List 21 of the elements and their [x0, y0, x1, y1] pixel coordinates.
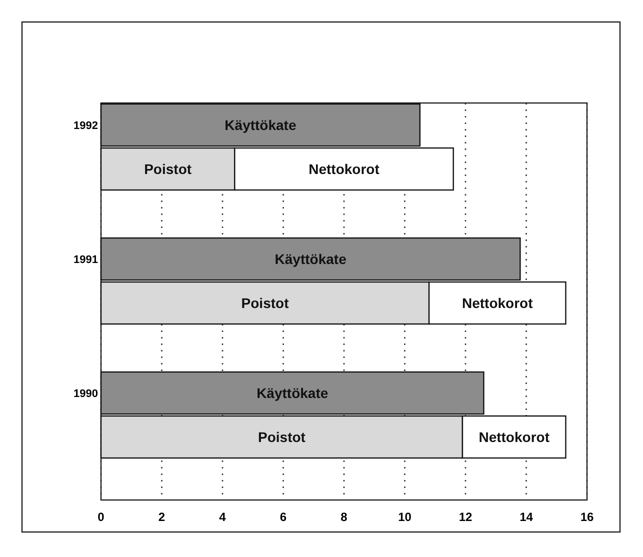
- series-label: Käyttökate: [224, 117, 296, 133]
- x-tick-label: 16: [580, 510, 594, 524]
- x-tick-label: 0: [98, 510, 105, 524]
- x-tick-label: 6: [280, 510, 287, 524]
- y-tick-label: 1990: [74, 388, 98, 400]
- y-tick-label: 1991: [74, 254, 98, 266]
- y-tick-label: 1992: [74, 120, 98, 132]
- x-tick-label: 10: [398, 510, 412, 524]
- x-tick-label: 4: [219, 510, 226, 524]
- text: Poistot: [258, 429, 306, 445]
- series-label: Poistot: [144, 161, 192, 177]
- series-label: Nettokorot: [308, 161, 380, 177]
- text: Nettokorot: [478, 429, 550, 445]
- text: Nettokorot: [462, 295, 533, 311]
- text: Käyttökate: [274, 251, 346, 267]
- x-tick-label: 12: [458, 510, 472, 524]
- x-tick-label: 8: [340, 510, 348, 524]
- x-tick-label: 14: [520, 510, 534, 524]
- text: Käyttökate: [256, 385, 328, 401]
- x-tick-label: 2: [158, 510, 166, 524]
- text: Poistot: [241, 295, 289, 311]
